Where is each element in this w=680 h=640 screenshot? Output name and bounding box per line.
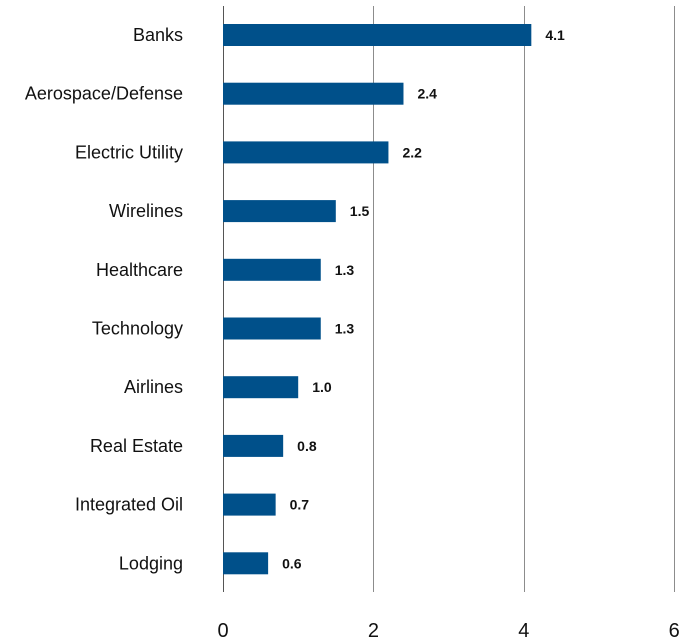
bar-layer [223, 24, 532, 575]
data-label: 1.3 [335, 262, 355, 278]
data-label: 1.3 [335, 321, 355, 337]
category-label: Integrated Oil [75, 495, 183, 515]
data-label: 2.2 [402, 144, 422, 160]
category-label: Healthcare [96, 260, 183, 280]
bar [223, 24, 532, 46]
category-label: Technology [92, 319, 183, 339]
x-tick-label: 0 [217, 620, 228, 640]
category-label: Airlines [124, 377, 183, 397]
value-labels: 4.1 2.4 2.2 1.5 1.3 1.3 1.0 0.8 0.7 0.6 [282, 27, 565, 571]
category-label: Banks [133, 25, 183, 45]
data-label: 2.4 [417, 86, 437, 102]
data-label: 1.5 [350, 203, 370, 219]
x-tick-label: 4 [518, 620, 529, 640]
category-label: Electric Utility [75, 142, 183, 162]
bar [223, 552, 269, 575]
bar [223, 317, 321, 340]
bar [223, 258, 321, 281]
bar [223, 141, 389, 164]
data-label: 1.0 [312, 379, 332, 395]
bar [223, 376, 299, 399]
category-label: Aerospace/Defense [25, 84, 183, 104]
data-label: 0.7 [290, 497, 310, 513]
data-label: 0.6 [282, 555, 302, 571]
x-tick-label: 2 [368, 620, 379, 640]
category-label: Wirelines [109, 201, 183, 221]
data-label: 4.1 [545, 27, 565, 43]
category-label: Real Estate [90, 436, 183, 456]
x-tick-label: 6 [669, 620, 680, 640]
bar [223, 200, 336, 223]
category-label: Lodging [119, 553, 183, 573]
x-tick-labels: 0 2 4 6 [217, 620, 679, 640]
data-label: 0.8 [297, 438, 317, 454]
bar [223, 82, 404, 105]
bar [223, 434, 284, 457]
category-labels: Banks Aerospace/Defense Electric Utility Wi… [25, 25, 183, 573]
bar [223, 493, 276, 516]
